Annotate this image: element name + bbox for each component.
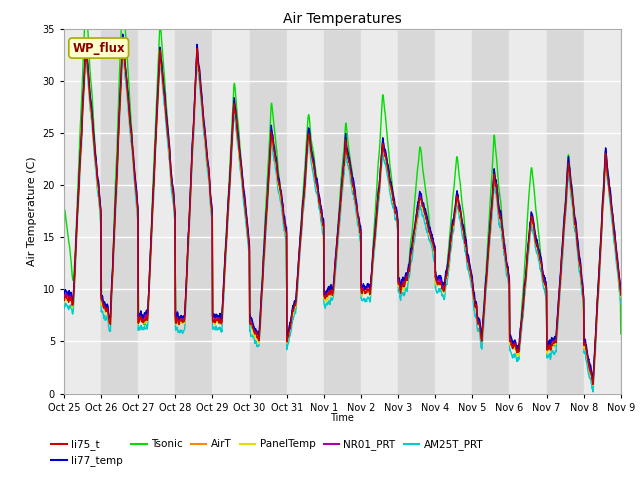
Bar (547, 29, 584, 394)
Bar (435, 29, 472, 394)
Bar (621, 29, 640, 394)
Title: Air Temperatures: Air Temperatures (283, 12, 402, 26)
Y-axis label: Air Temperature (C): Air Temperature (C) (27, 156, 37, 266)
Bar (472, 29, 509, 394)
Bar (175, 29, 212, 394)
Bar (287, 29, 324, 394)
Bar (398, 29, 435, 394)
Legend: li75_t, li77_temp, Tsonic, AirT, PanelTemp, NR01_PRT, AM25T_PRT: li75_t, li77_temp, Tsonic, AirT, PanelTe… (47, 435, 488, 471)
Text: WP_flux: WP_flux (72, 42, 125, 55)
Bar (584, 29, 621, 394)
Bar (509, 29, 547, 394)
Bar (64, 29, 101, 394)
Bar (250, 29, 287, 394)
Bar (101, 29, 138, 394)
Bar (324, 29, 361, 394)
Bar (212, 29, 250, 394)
Bar (138, 29, 175, 394)
Bar (361, 29, 398, 394)
X-axis label: Time: Time (330, 413, 355, 422)
